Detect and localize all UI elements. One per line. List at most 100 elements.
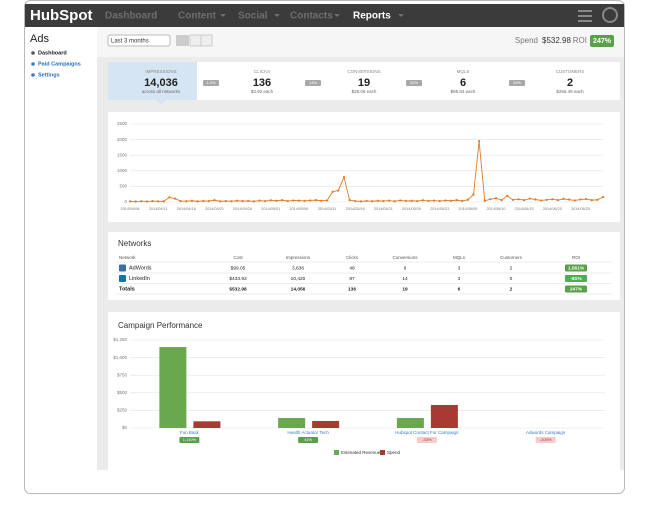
- point: [585, 198, 587, 200]
- point: [399, 199, 401, 201]
- sidebar-item[interactable]: Paid Campaigns: [38, 61, 81, 67]
- point: [489, 198, 491, 200]
- point: [264, 200, 266, 202]
- table-header: MQLs: [453, 255, 466, 260]
- y-tick-label: 2500: [117, 121, 128, 126]
- point: [427, 200, 429, 202]
- legend-swatch: [334, 450, 339, 455]
- logo[interactable]: HubSpot: [30, 7, 92, 24]
- table-cell: 6: [458, 286, 461, 292]
- x-tick-label[interactable]: Adwords Campaign: [526, 430, 566, 435]
- x-tick-label: 2014/05/01: [261, 207, 280, 211]
- point: [472, 193, 474, 195]
- point: [292, 199, 294, 201]
- point: [512, 199, 514, 201]
- bar: [397, 418, 424, 428]
- point: [360, 200, 362, 202]
- table-cell: 2: [510, 286, 513, 292]
- point: [191, 200, 193, 202]
- funnel-label: MQLS: [457, 69, 470, 74]
- x-tick-label: 2014/06/15: [515, 207, 534, 211]
- funnel-value: 136: [253, 77, 271, 89]
- point: [287, 200, 289, 202]
- point: [382, 200, 384, 202]
- table-cell: 3: [458, 276, 461, 282]
- point: [337, 189, 339, 191]
- nav-item[interactable]: Dashboard: [105, 11, 157, 22]
- roi-annotation: -100%: [540, 437, 552, 442]
- y-tick-label: 1500: [117, 152, 128, 157]
- x-tick-label: 2014/05/06: [289, 207, 308, 211]
- bar: [278, 418, 305, 428]
- y-tick-label: $1,000: [113, 355, 127, 360]
- funnel-sub: $88.83 each: [451, 89, 476, 94]
- table-cell: 48: [349, 265, 355, 271]
- point: [433, 199, 435, 201]
- point: [236, 200, 238, 202]
- funnel-sub: $266.49 each: [556, 89, 584, 94]
- point: [388, 199, 390, 201]
- sidebar-item[interactable]: Settings: [38, 72, 60, 78]
- nav-item[interactable]: Reports: [353, 11, 391, 22]
- table-cell: 87: [349, 276, 355, 282]
- point: [225, 200, 227, 202]
- nav-item[interactable]: Contacts: [290, 11, 333, 22]
- nav-item[interactable]: Social: [238, 11, 268, 22]
- sidebar-item[interactable]: Dashboard: [38, 50, 67, 56]
- point: [281, 199, 283, 201]
- point: [506, 195, 508, 197]
- network-icon: [119, 275, 126, 282]
- rate-text: 1.0%: [206, 80, 216, 85]
- x-tick-label: 2014/05/16: [346, 207, 365, 211]
- table-cell: 19: [402, 286, 408, 292]
- table-cell: 0: [510, 276, 513, 282]
- x-tick-label: 2014/06/20: [543, 207, 562, 211]
- table-header: Conversions: [392, 255, 418, 260]
- point: [377, 200, 379, 202]
- table-cell: 14,056: [291, 286, 306, 292]
- nav-item[interactable]: Content: [178, 11, 216, 22]
- point: [140, 200, 142, 202]
- point: [185, 200, 187, 202]
- point: [394, 200, 396, 202]
- point: [365, 200, 367, 202]
- point: [562, 198, 564, 200]
- point: [439, 200, 441, 202]
- funnel-label: CONVERSIONS: [347, 69, 380, 74]
- point: [315, 199, 317, 201]
- point: [298, 199, 300, 201]
- range-text[interactable]: Last 3 months: [111, 39, 149, 45]
- roi-annotation: 41%: [304, 437, 312, 442]
- point: [219, 200, 221, 202]
- y-tick-label: $250: [117, 408, 128, 413]
- roi-label: ROI: [573, 36, 587, 45]
- y-tick-label: $750: [117, 372, 128, 377]
- table-header: Cost: [233, 255, 243, 260]
- point: [309, 199, 311, 201]
- table-cell: -81%: [570, 276, 582, 282]
- table-cell: 3,636: [292, 265, 304, 271]
- x-tick-label: 2014/06/10: [487, 207, 506, 211]
- x-tick-label[interactable]: Hubspot Contact For Campaign: [395, 430, 459, 435]
- x-tick-label[interactable]: Fun Bask: [180, 430, 200, 435]
- x-tick-label: 2014/04/11: [149, 207, 168, 211]
- x-tick-label: 2014/05/26: [402, 207, 421, 211]
- point: [163, 200, 165, 202]
- point: [180, 200, 182, 202]
- point: [213, 199, 215, 201]
- spend-value: $532.98: [542, 36, 571, 45]
- funnel-sub: across all networks: [142, 89, 181, 94]
- point: [495, 197, 497, 199]
- point: [275, 200, 277, 202]
- point: [557, 199, 559, 201]
- table-cell: Totals: [119, 286, 135, 292]
- table-cell: 1,561%: [568, 265, 585, 271]
- point: [343, 176, 345, 178]
- funnel-value: 19: [358, 77, 370, 89]
- sidebar-icon: [31, 73, 35, 77]
- point: [303, 200, 305, 202]
- point: [174, 197, 176, 199]
- filter-buttons[interactable]: [176, 35, 212, 46]
- x-tick-label[interactable]: Health Actuator Tech: [287, 430, 329, 435]
